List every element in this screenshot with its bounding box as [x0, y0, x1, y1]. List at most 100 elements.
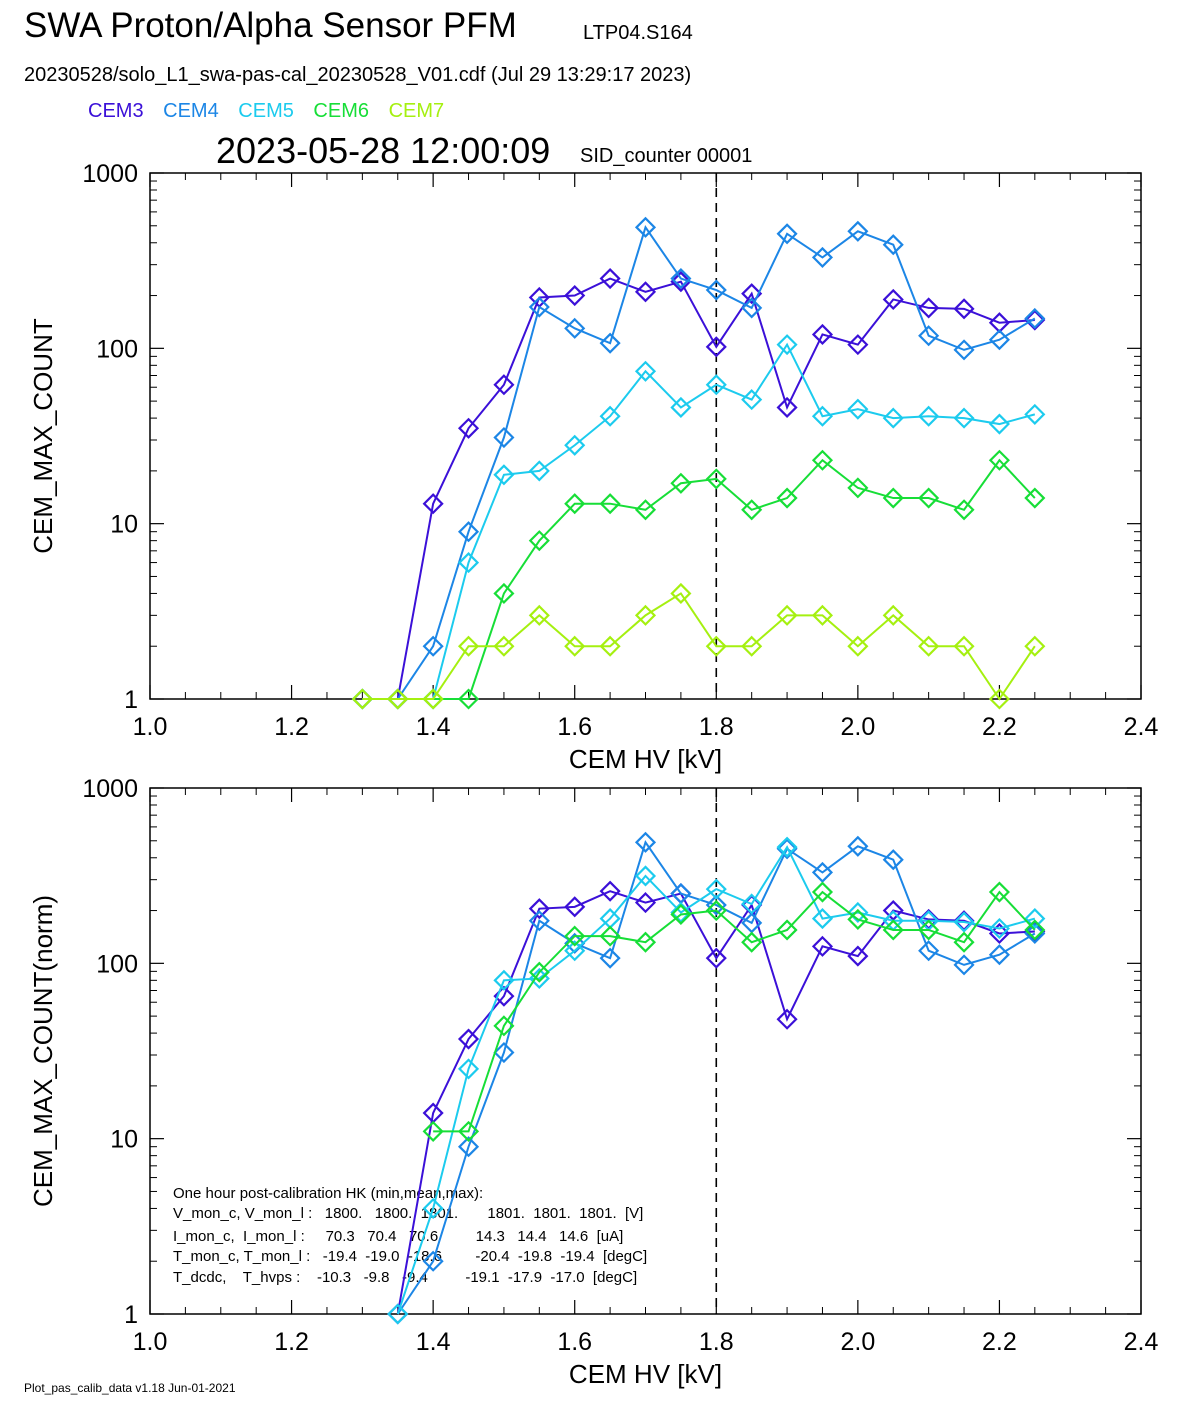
data-point-cem5: [1024, 908, 1046, 930]
data-point-cem4: [599, 332, 621, 354]
data-point-cem3: [705, 947, 727, 969]
data-point-cem5: [634, 865, 657, 887]
page-title: SWA Proton/Alpha Sensor PFM: [24, 6, 517, 45]
data-point-cem3: [705, 336, 727, 358]
data-point-cem6: [882, 919, 904, 941]
y-tick-label: 1000: [82, 775, 138, 803]
data-point-cem6: [457, 1120, 480, 1142]
data-point-cem5: [705, 374, 727, 396]
data-point-cem4: [422, 635, 444, 657]
footer-version-label: Plot_pas_calib_data v1.18 Jun-01-2021: [24, 1381, 236, 1395]
data-point-cem5: [847, 901, 869, 924]
data-point-cem6: [953, 499, 975, 521]
data-point-cem3: [953, 298, 975, 320]
data-point-cem3: [811, 935, 834, 957]
data-point-cem6: [599, 493, 621, 515]
data-point-cem5: [776, 836, 798, 858]
data-point-cem7: [493, 635, 515, 657]
data-point-cem6: [634, 499, 657, 521]
series-line-cem4: [362, 225, 1036, 700]
data-point-cem4: [811, 246, 834, 268]
series-line-cem5: [362, 342, 1036, 700]
data-point-cem5: [882, 407, 904, 429]
data-point-cem6: [847, 477, 869, 499]
series-line-cem7: [362, 592, 1036, 701]
data-point-cem7: [811, 604, 834, 626]
data-point-cem5: [988, 917, 1010, 940]
data-point-cem7: [528, 604, 550, 626]
data-point-cem5: [493, 969, 515, 991]
data-point-cem5: [918, 405, 940, 427]
legend-item-cem7: CEM7: [388, 100, 445, 122]
data-point-cem4: [918, 325, 940, 347]
legend-item-cem5: CEM5: [238, 100, 294, 122]
data-point-cem4: [599, 947, 621, 969]
data-point-cem6: [670, 903, 692, 926]
data-point-cem3: [741, 283, 763, 305]
x-tick-label: 2.0: [840, 1328, 875, 1356]
data-point-cem7: [1024, 635, 1046, 657]
datetime-label: 2023-05-28 12:00:09: [216, 130, 551, 171]
data-point-cem4: [918, 940, 940, 962]
chart-panel-2: 1.0 1.2 1.4 1.6 1.8 2.0 2.2 2.4 1 10 100 1000 CEM HV…: [28, 775, 1158, 1389]
data-point-cem3: [918, 297, 940, 319]
data-point-cem3: [493, 374, 515, 396]
hk-annotation-line: V_mon_c, V_mon_l : 1800. 1800. 1801. 180…: [173, 1205, 643, 1222]
data-point-cem3: [457, 1028, 480, 1050]
data-point-cem3: [564, 284, 586, 307]
data-point-cem6: [1024, 487, 1046, 509]
data-point-cem6: [493, 1015, 515, 1037]
data-point-cem5: [422, 1197, 444, 1219]
data-point-cem6: [528, 961, 550, 983]
series-line-cem4: [396, 840, 1036, 1315]
data-point-cem3: [599, 880, 621, 902]
data-point-cem7: [457, 635, 480, 657]
data-point-cem5: [1024, 403, 1046, 425]
data-point-cem4: [705, 279, 727, 301]
data-point-cem3: [1024, 309, 1046, 331]
data-point-cem4: [493, 426, 515, 449]
data-point-cem6: [564, 925, 586, 947]
data-point-cem5: [457, 552, 480, 574]
data-point-cem3: [670, 271, 692, 293]
y-axis-label: CEM_MAX_COUNT(norm): [28, 895, 58, 1207]
data-point-cem5: [953, 911, 975, 933]
legend-item-cem6: CEM6: [313, 100, 369, 122]
x-tick-label: 2.2: [982, 713, 1017, 741]
x-axis-label: CEM HV [kV]: [569, 744, 722, 774]
y-tick-label: 10: [110, 511, 138, 539]
data-point-cem4: [457, 521, 480, 543]
data-point-cem3: [847, 334, 869, 356]
data-point-cem7: [599, 635, 621, 657]
x-tick-label: 1.0: [133, 1328, 168, 1356]
run-id-label: LTP04.S164: [583, 22, 693, 44]
x-tick-label: 1.2: [274, 713, 309, 741]
data-point-cem4: [847, 220, 869, 242]
data-point-cem6: [634, 931, 657, 953]
data-point-cem7: [918, 635, 940, 657]
data-point-cem7: [705, 635, 727, 657]
data-point-cem5: [776, 334, 798, 356]
data-point-cem3: [564, 896, 586, 918]
data-point-cem3: [776, 396, 798, 419]
data-point-cem6: [847, 908, 869, 930]
data-point-cem4: [988, 329, 1010, 351]
sid-counter-label: SID_counter 00001: [580, 145, 753, 167]
data-point-cem4: [634, 831, 657, 853]
data-point-cem6: [741, 931, 763, 953]
data-point-cem5: [528, 460, 550, 482]
x-tick-label: 2.4: [1124, 1328, 1159, 1356]
data-point-cem4: [776, 838, 798, 860]
data-point-cem6: [776, 919, 798, 941]
y-axis-label: CEM_MAX_COUNT: [28, 318, 58, 554]
series-line-cem6: [362, 458, 1036, 700]
data-point-cem6: [741, 499, 763, 521]
hk-annotation-line: I_mon_c, I_mon_l : 70.3 70.4 70.6 14.3 1…: [173, 1228, 623, 1245]
x-axis-label: CEM HV [kV]: [569, 1359, 722, 1389]
data-point-cem7: [422, 688, 444, 710]
data-point-cem6: [918, 487, 940, 509]
data-point-cem7: [387, 688, 409, 710]
data-point-cem7: [670, 582, 692, 604]
data-point-cem5: [811, 908, 834, 930]
data-point-cem4: [847, 835, 869, 857]
